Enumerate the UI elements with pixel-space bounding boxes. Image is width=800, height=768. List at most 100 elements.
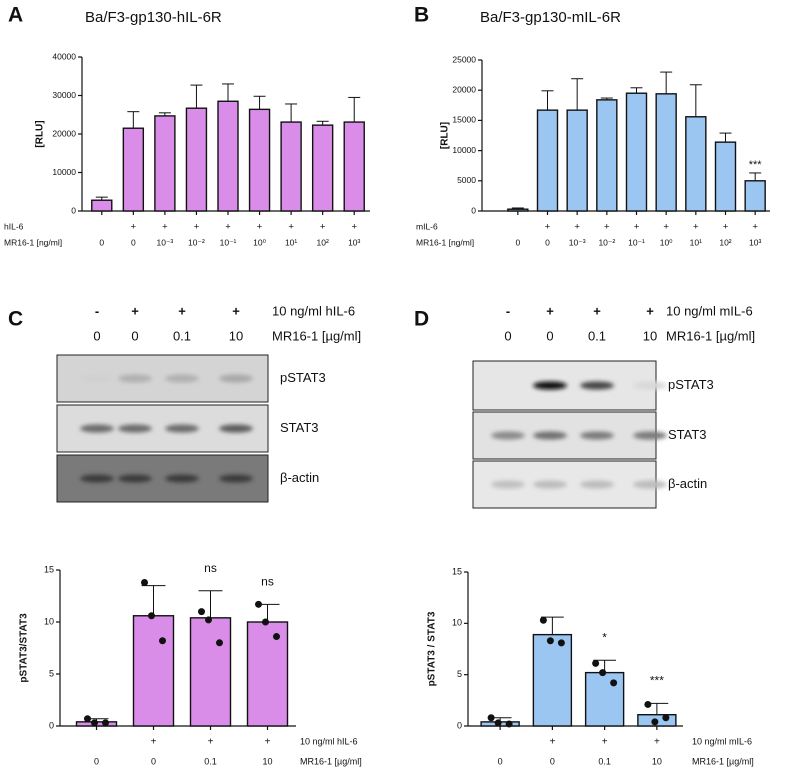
row-label: MR16-1 [ng/ml] <box>4 237 62 247</box>
bar <box>246 621 289 727</box>
treatment-label: + <box>546 303 554 318</box>
data-point <box>539 616 547 624</box>
dose-label: 10 <box>229 328 243 343</box>
band-label: β-actin <box>280 470 319 485</box>
treatment-label: - <box>506 303 510 318</box>
treatment-label: + <box>604 222 610 233</box>
bar <box>343 121 365 212</box>
x-tick-label: 0 <box>498 756 503 766</box>
treatment-label: + <box>194 222 200 233</box>
bar <box>685 116 707 212</box>
data-point <box>198 608 205 616</box>
treatment-label: - <box>95 303 99 318</box>
data-point <box>546 637 554 645</box>
blot-band <box>633 480 667 489</box>
y-tick-label: 25000 <box>452 54 476 64</box>
band-label: β-actin <box>668 476 707 491</box>
annotation: * <box>602 630 607 644</box>
data-point <box>141 578 148 586</box>
blot-band <box>219 424 253 433</box>
y-tick-label: 30000 <box>52 90 76 100</box>
treatment-label: + <box>131 222 137 233</box>
data-point <box>592 659 600 667</box>
bar <box>507 208 529 212</box>
bar <box>91 199 113 212</box>
x-tick-label: 10² <box>719 237 731 247</box>
x-tick-label: 0.1 <box>204 756 217 766</box>
y-tick-label: 5000 <box>457 175 476 185</box>
y-tick-label: 0 <box>49 720 54 730</box>
bar <box>122 127 145 212</box>
treatment-label: + <box>723 222 729 233</box>
blot-band <box>165 424 199 433</box>
y-tick-label: 0 <box>471 205 476 215</box>
data-point <box>644 700 652 708</box>
row-label: MR16-1 [ng/ml] <box>416 237 474 247</box>
treatment-label: + <box>178 303 186 318</box>
bar <box>185 107 208 212</box>
x-tick-label: 0 <box>99 237 104 247</box>
data-point <box>262 618 269 626</box>
annotation: *** <box>650 674 664 688</box>
blot-band <box>80 474 114 483</box>
x-tick-label: 0.1 <box>598 756 611 766</box>
x-tick-label: 0 <box>545 237 550 247</box>
dose-label: 0.1 <box>173 328 191 343</box>
y-tick-label: 0 <box>71 205 76 215</box>
band-label: STAT3 <box>668 427 707 442</box>
bar <box>280 121 302 212</box>
y-axis-label: pSTAT3 / STAT3 <box>427 611 438 686</box>
dose-label: 0.1 <box>588 328 606 343</box>
blot-band <box>580 381 614 390</box>
x-tick-label: 10⁻² <box>188 237 205 247</box>
data-point <box>84 715 91 723</box>
x-tick-label: 10² <box>317 237 329 247</box>
x-tick-label: 0 <box>550 756 555 766</box>
row-label: MR16-1 [µg/ml] <box>666 328 755 343</box>
chart-title: Ba/F3-gp130-mIL-6R <box>480 9 621 26</box>
x-tick-label: 10³ <box>348 237 360 247</box>
treatment-label: + <box>602 737 608 748</box>
treatment-label: + <box>351 222 357 233</box>
x-tick-label: 0 <box>151 756 156 766</box>
panel-letter: C <box>8 308 23 331</box>
bar <box>189 617 232 727</box>
blot-band <box>491 431 525 440</box>
dose-label: 0 <box>131 328 138 343</box>
data-point <box>148 612 155 620</box>
x-tick-label: 10 <box>652 756 662 766</box>
x-tick-label: 0 <box>131 237 136 247</box>
x-tick-label: 10⁻³ <box>569 237 586 247</box>
blot-band <box>491 480 525 489</box>
bar <box>625 92 648 212</box>
blot-band <box>580 431 614 440</box>
annotation: *** <box>749 159 763 171</box>
x-tick-label: 10¹ <box>690 237 702 247</box>
bar <box>714 141 737 212</box>
y-tick-label: 15 <box>452 566 462 576</box>
y-tick-label: 10000 <box>52 167 76 177</box>
band-label: pSTAT3 <box>668 377 714 392</box>
bar <box>532 633 573 727</box>
row-label: MR16-1 [µg/ml] <box>692 756 754 766</box>
treatment-label: + <box>320 222 326 233</box>
blot-band <box>491 381 525 390</box>
treatment-label: + <box>574 222 580 233</box>
x-tick-label: 10⁻² <box>598 237 615 247</box>
treatment-label: + <box>162 222 168 233</box>
y-tick-label: 10 <box>44 616 54 626</box>
y-tick-label: 20000 <box>452 84 476 94</box>
x-tick-label: 0 <box>94 756 99 766</box>
x-tick-label: 10¹ <box>285 237 297 247</box>
bar <box>566 109 588 212</box>
annotation: ns <box>261 574 274 588</box>
row-label: mIL-6 <box>416 221 438 231</box>
treatment-label: + <box>646 303 654 318</box>
data-point <box>505 720 513 728</box>
x-tick-label: 10⁻³ <box>156 237 173 247</box>
blot-band <box>580 480 614 489</box>
y-axis-label: [RLU] <box>440 122 451 149</box>
x-tick-label: 10⁰ <box>660 237 673 247</box>
treatment-label: + <box>265 737 271 748</box>
blot-band <box>80 424 114 433</box>
